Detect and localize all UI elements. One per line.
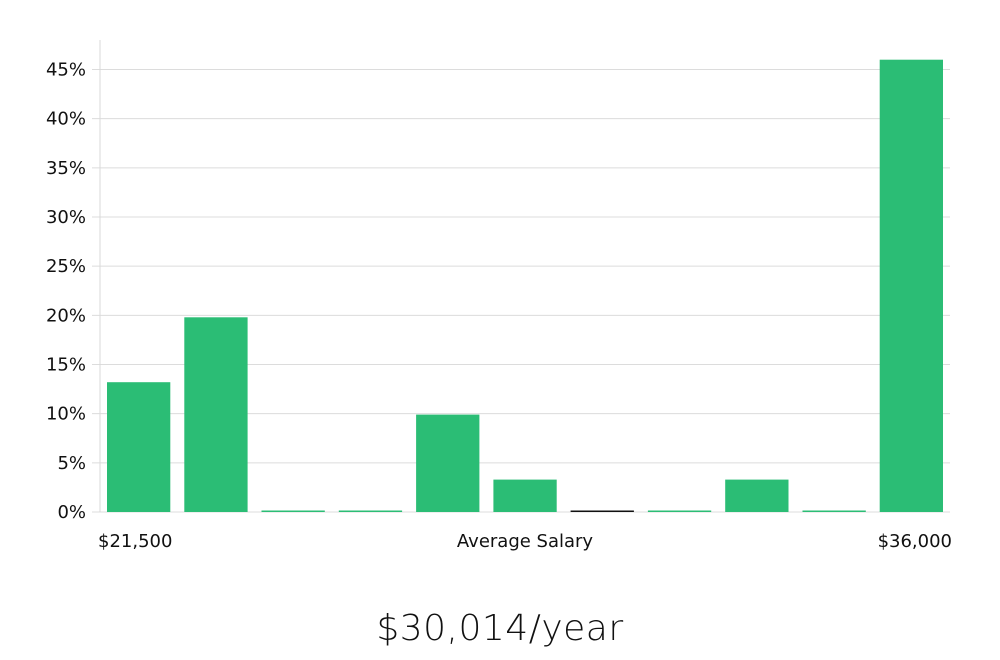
y-tick-label: 10% bbox=[46, 404, 86, 425]
x-axis-max-label: $36,000 bbox=[878, 531, 952, 552]
y-tick-label: 25% bbox=[46, 256, 86, 277]
bar bbox=[416, 414, 480, 512]
bar bbox=[647, 510, 712, 512]
y-tick-label: 45% bbox=[46, 60, 86, 81]
bar bbox=[107, 382, 171, 512]
y-tick-label: 0% bbox=[57, 502, 86, 523]
y-axis-ticks: 0% 5% 10% 15% 20% 25% 30% 35% 40% 45% bbox=[46, 60, 86, 524]
y-tick-label: 15% bbox=[46, 355, 86, 376]
x-axis-min-label: $21,500 bbox=[98, 531, 172, 552]
y-tick-label: 35% bbox=[46, 158, 86, 179]
y-tick-label: 5% bbox=[57, 453, 86, 474]
y-tick-label: 30% bbox=[46, 207, 86, 228]
y-tick-label: 40% bbox=[46, 109, 86, 130]
salary-histogram: 0% 5% 10% 15% 20% 25% 30% 35% 40% 45% $21,500 Ave… bbox=[46, 40, 952, 552]
x-axis-title: Average Salary bbox=[457, 531, 594, 552]
bar bbox=[493, 479, 557, 512]
bar-average-marker bbox=[570, 510, 634, 512]
bar bbox=[338, 510, 403, 512]
bar bbox=[184, 317, 248, 512]
y-tick-label: 20% bbox=[46, 305, 86, 326]
bar bbox=[725, 479, 789, 512]
bars bbox=[107, 59, 943, 512]
bar bbox=[802, 510, 866, 512]
average-salary-headline: $30,014/year bbox=[376, 608, 624, 649]
bar bbox=[879, 59, 943, 512]
bar bbox=[261, 510, 325, 512]
